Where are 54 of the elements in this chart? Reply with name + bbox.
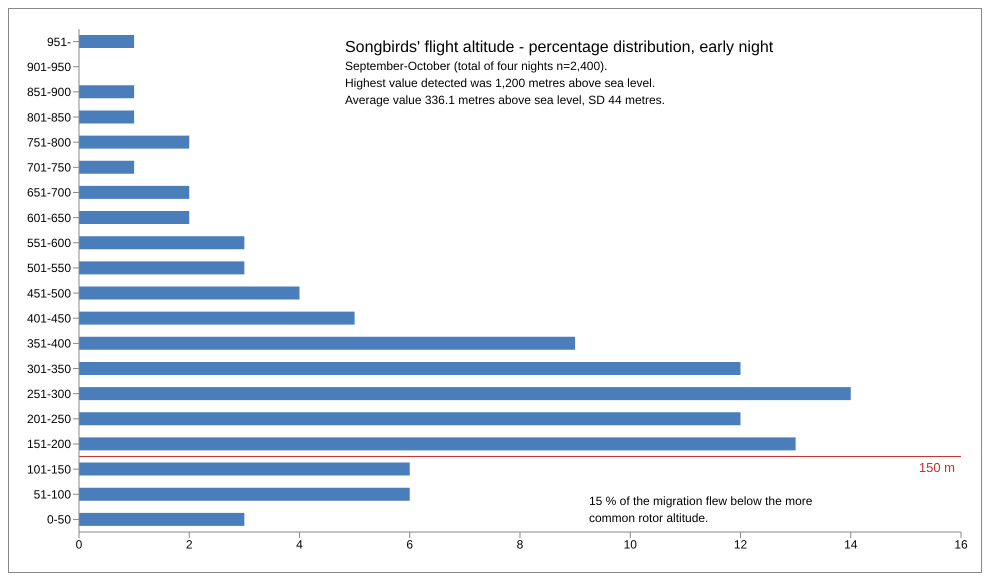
bar bbox=[79, 312, 355, 325]
y-tick-label: 551-600 bbox=[26, 236, 72, 250]
bar bbox=[79, 261, 244, 274]
bar bbox=[79, 35, 134, 48]
bar bbox=[79, 412, 740, 426]
annotation: Highest value detected was 1,200 metres above sea level. bbox=[345, 75, 656, 92]
bar bbox=[79, 336, 576, 350]
y-tick-label: 901-950 bbox=[26, 60, 72, 74]
x-tick-label: 6 bbox=[406, 538, 414, 552]
bar bbox=[79, 211, 190, 224]
x-tick-label: 8 bbox=[516, 538, 524, 552]
x-tick-label: 14 bbox=[844, 538, 858, 552]
y-tick-label: 401-450 bbox=[26, 311, 72, 326]
ref-line-label: 150 m bbox=[918, 460, 955, 475]
bar bbox=[79, 110, 134, 124]
bar bbox=[79, 160, 134, 174]
bar bbox=[79, 437, 796, 450]
bar bbox=[79, 136, 190, 149]
y-tick-label: 751-800 bbox=[26, 135, 72, 150]
bar bbox=[79, 512, 244, 526]
bar bbox=[79, 462, 410, 476]
bar bbox=[79, 186, 190, 199]
y-tick-label: 951- bbox=[46, 34, 71, 49]
x-tick-label: 2 bbox=[186, 538, 193, 552]
y-tick-label: 0-50 bbox=[46, 512, 72, 527]
bar bbox=[79, 362, 740, 375]
bar bbox=[79, 286, 300, 300]
y-tick-label: 651-700 bbox=[26, 186, 72, 200]
x-tick-label: 10 bbox=[624, 538, 638, 552]
y-tick-label: 451-500 bbox=[26, 286, 72, 300]
annotation: 15 % of the migration flew below the more common rotor altitude. bbox=[589, 493, 814, 527]
annotation: Average value 336.1 metres above sea level, SD 44 metres. bbox=[345, 92, 666, 109]
y-tick-label: 151-200 bbox=[26, 437, 72, 452]
x-tick-label: 0 bbox=[76, 538, 83, 552]
text: Songbirds' flight altitude - percentage distribution, early night bbox=[345, 39, 774, 56]
y-tick-label: 501-550 bbox=[26, 261, 72, 276]
y-tick-label: 51-100 bbox=[34, 488, 72, 502]
bar bbox=[79, 387, 851, 400]
y-tick-label: 801-850 bbox=[26, 110, 72, 124]
y-tick-label: 101-150 bbox=[26, 462, 72, 476]
bar bbox=[79, 85, 134, 98]
y-tick-label: 301-350 bbox=[26, 362, 72, 376]
y-tick-label: 201-250 bbox=[26, 412, 72, 426]
bar bbox=[79, 236, 244, 250]
y-tick-label: 351-400 bbox=[26, 336, 72, 351]
bar bbox=[79, 488, 410, 501]
x-tick-label: 4 bbox=[296, 538, 304, 552]
y-tick-label: 851-900 bbox=[26, 85, 72, 100]
y-tick-label: 701-750 bbox=[26, 160, 72, 175]
y-tick-label: 251-300 bbox=[26, 386, 72, 401]
text: September-October (total of four nights n=2,400). bbox=[345, 58, 608, 75]
x-tick-label: 16 bbox=[954, 538, 968, 552]
x-tick-label: 12 bbox=[734, 538, 748, 552]
y-tick-label: 601-650 bbox=[26, 210, 72, 225]
